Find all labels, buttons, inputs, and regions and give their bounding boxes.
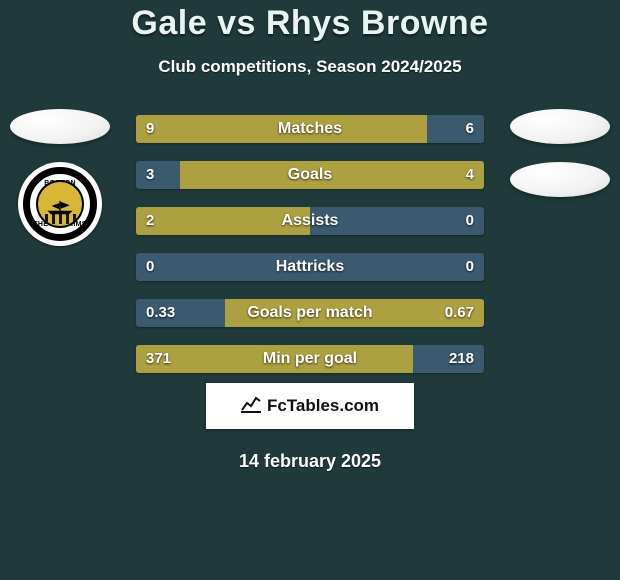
player-left-club-badge: BOSTON UNITED THE PILGRIMS <box>18 162 102 246</box>
stat-fill-left <box>136 115 310 143</box>
stat-row: Hattricks00 <box>136 253 484 281</box>
brand-label: FcTables.com <box>267 396 379 416</box>
stat-row: Goals per match0.330.67 <box>136 299 484 327</box>
stat-fill-left <box>225 299 310 327</box>
player-right-avatar <box>510 109 610 144</box>
subtitle: Club competitions, Season 2024/2025 <box>0 57 620 77</box>
card: Gale vs Rhys Browne Club competitions, S… <box>0 0 620 580</box>
stat-fill-left <box>136 345 310 373</box>
date-text: 14 february 2025 <box>0 451 620 472</box>
stat-fill-right <box>310 161 484 189</box>
stat-row: Assists20 <box>136 207 484 235</box>
player-left: BOSTON UNITED THE PILGRIMS <box>0 109 120 246</box>
player-left-avatar <box>10 109 110 144</box>
player-right-club-placeholder <box>510 162 610 197</box>
stat-bars: Matches96 Goals34 Assists20 Hattricks00 Goal… <box>136 115 484 391</box>
stat-fill-right <box>310 299 484 327</box>
page-title: Gale vs Rhys Browne <box>0 4 620 43</box>
stat-row: Matches96 <box>136 115 484 143</box>
stat-row: Goals34 <box>136 161 484 189</box>
stat-fill-left <box>180 161 311 189</box>
player-right <box>500 109 620 197</box>
stat-fill-left <box>136 207 310 235</box>
comparison-area: BOSTON UNITED THE PILGRIMS <box>0 115 620 375</box>
stat-fill-right <box>310 345 413 373</box>
stat-row: Min per goal371218 <box>136 345 484 373</box>
brand-icon <box>241 395 261 418</box>
stat-fill-right <box>310 115 427 143</box>
